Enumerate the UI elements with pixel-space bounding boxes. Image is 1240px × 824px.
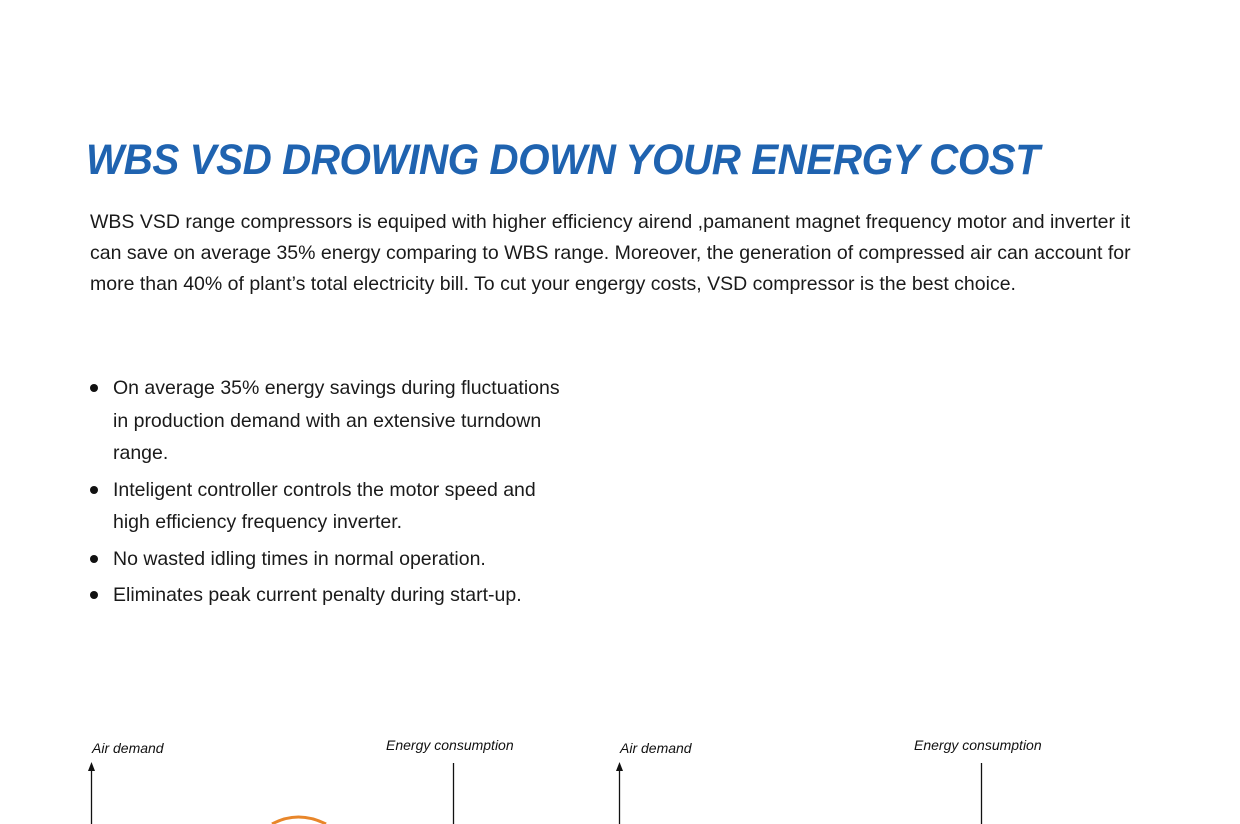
diagram-2-air-demand-label: Air demand — [620, 740, 692, 756]
intro-paragraph: WBS VSD range compressors is equiped wit… — [90, 211, 1131, 295]
bullet-icon — [90, 485, 98, 494]
diagram-2-energy-label: Energy consumption — [914, 737, 1042, 753]
diagram-1-demand-curve — [271, 815, 327, 824]
bullet-icon — [90, 554, 98, 563]
list-item: No wasted idling times in normal operati… — [90, 543, 570, 576]
diagram-1-air-demand-axis — [88, 762, 95, 824]
list-item-text: No wasted idling times in normal operati… — [113, 547, 486, 570]
diagram-1-air-demand-label: Air demand — [92, 740, 164, 756]
bullet-icon — [90, 384, 98, 392]
list-item-text: Eliminates peak current penalty during s… — [113, 584, 522, 606]
list-item: Eliminates peak current penalty during s… — [90, 579, 570, 612]
list-item-text: Inteligent controller controls the motor… — [113, 478, 536, 534]
page-title: WBS VSD DROWING DOWN YOUR ENERGY COST — [86, 136, 1040, 184]
list-item: On average 35% energy savings during flu… — [90, 372, 570, 470]
diagram-axes — [88, 762, 983, 824]
list-item-text: On average 35% energy savings during flu… — [113, 377, 560, 464]
bullet-icon — [90, 591, 98, 599]
list-item: Inteligent controller controls the motor… — [90, 474, 570, 539]
diagram-1-energy-label: Energy consumption — [386, 737, 514, 753]
diagram-2-air-demand-axis — [616, 762, 623, 824]
feature-list: On average 35% energy savings during flu… — [90, 372, 570, 616]
